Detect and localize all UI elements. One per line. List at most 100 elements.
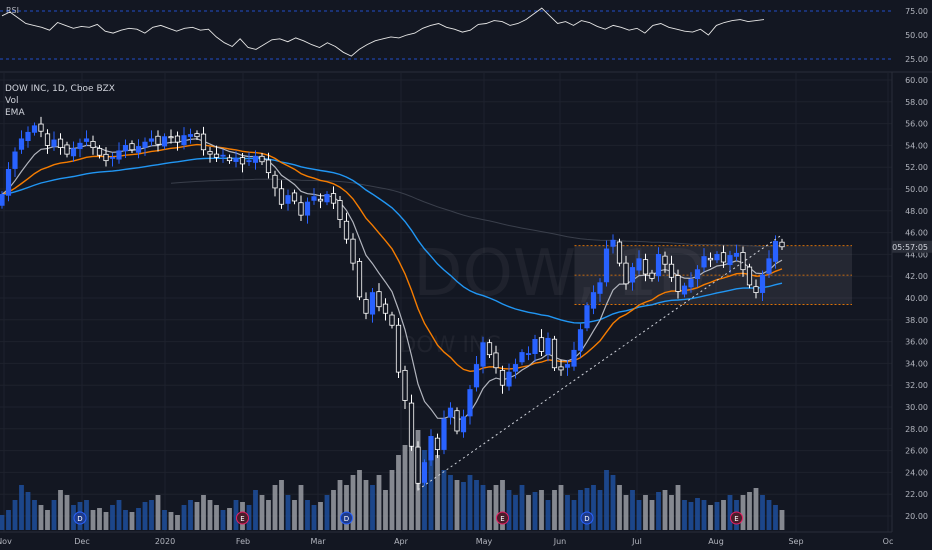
price-tick-label: 52.00 <box>905 163 928 172</box>
volume-bar <box>155 495 161 530</box>
volume-bar <box>480 485 486 530</box>
volume-bar <box>526 495 531 530</box>
price-axis[interactable]: 60.00 58.00 56.00 54.00 52.00 50.00 48.00 46.00… <box>905 76 928 521</box>
candle-body <box>746 266 753 286</box>
candle-body <box>525 353 532 355</box>
price-tick-label: 28.00 <box>905 425 928 434</box>
candle <box>759 270 766 302</box>
candle <box>558 359 564 376</box>
volume-histogram <box>0 430 785 530</box>
rsi-pane: RSI 75.00 50.00 25.00 <box>0 6 928 64</box>
earnings-marker[interactable]: E <box>236 511 249 525</box>
candle-body <box>148 138 155 142</box>
candle-body <box>174 135 181 143</box>
candle <box>129 140 135 154</box>
candle <box>116 142 122 164</box>
candle-body <box>642 259 649 275</box>
earnings-marker[interactable]: E <box>730 511 743 525</box>
volume-bar <box>129 512 135 530</box>
candle <box>220 149 226 163</box>
candle <box>714 251 720 264</box>
price-tick-label: 26.00 <box>905 447 928 456</box>
candle-body <box>727 255 733 266</box>
candle-body <box>584 305 590 329</box>
volume-bar <box>363 480 369 530</box>
candle <box>291 189 298 205</box>
candle <box>304 197 311 224</box>
candle <box>356 258 363 301</box>
candle-body <box>343 220 350 240</box>
volume-bar <box>779 510 785 530</box>
rsi-line <box>1 7 765 57</box>
candle <box>402 365 408 409</box>
candle-body <box>77 142 83 150</box>
dividend-marker[interactable]: D <box>340 511 353 525</box>
candle-body <box>636 258 642 271</box>
marker-letter: E <box>734 515 738 523</box>
legend-symbol-line[interactable]: DOW INC, 1D, Cboe BZX <box>5 84 115 94</box>
candle <box>57 133 64 155</box>
candle-body <box>454 410 460 432</box>
volume-bar <box>188 500 193 530</box>
candle-body <box>473 364 480 388</box>
dividend-marker[interactable]: D <box>580 511 594 525</box>
candle <box>226 154 233 164</box>
candle <box>460 409 467 438</box>
candle-body <box>311 196 317 201</box>
volume-bar <box>493 485 499 530</box>
candle <box>233 151 239 168</box>
candle-body <box>233 158 239 162</box>
candle <box>38 116 44 138</box>
trendline[interactable] <box>417 234 783 491</box>
candle <box>701 248 707 272</box>
volume-bar <box>617 485 622 530</box>
candle <box>142 137 148 156</box>
candle-body <box>493 352 499 369</box>
volume-bar <box>350 475 356 530</box>
candle <box>382 298 389 321</box>
candle-body <box>545 337 551 355</box>
earnings-marker[interactable]: E <box>496 511 509 525</box>
volume-bar <box>545 500 551 530</box>
candle-body <box>194 133 200 138</box>
legend-vol[interactable]: Vol <box>5 96 18 106</box>
price-tick-label: 50.00 <box>905 185 928 194</box>
candle-body <box>688 279 694 288</box>
volume-bar <box>773 505 778 530</box>
candle <box>330 186 337 210</box>
candle <box>207 146 213 163</box>
marker-circle <box>340 511 353 525</box>
candle <box>766 250 772 278</box>
volume-bar <box>259 495 265 530</box>
candle-body <box>330 193 337 204</box>
candle <box>610 234 616 254</box>
candle-body <box>129 143 135 151</box>
volume-bar <box>25 492 31 530</box>
candle-body <box>629 267 636 283</box>
volume-bar <box>64 495 70 530</box>
candle <box>642 253 649 282</box>
candle-body <box>207 151 213 155</box>
candle-body <box>181 135 187 146</box>
candle-body <box>337 200 343 220</box>
legend-ema[interactable]: EMA <box>5 108 25 118</box>
candle <box>272 170 278 197</box>
price-range-rectangle[interactable] <box>574 245 853 305</box>
volume-bar <box>305 500 310 530</box>
volume-bar <box>662 490 668 530</box>
candle <box>317 193 324 209</box>
volume-bar <box>539 490 544 530</box>
price-tick-label: 38.00 <box>905 316 928 325</box>
current-price-text: 05:57:05 <box>892 243 928 252</box>
candle <box>447 402 454 425</box>
candle-body <box>109 156 116 159</box>
time-axis[interactable]: Nov Dec 2020 Feb Mar Apr May Jun Jul Aug Sep Oc <box>0 537 893 546</box>
candle <box>12 147 18 178</box>
candle-body <box>753 286 759 293</box>
candle-body <box>168 136 174 139</box>
candle-body <box>96 148 103 156</box>
volume-bar <box>747 492 752 530</box>
dividend-marker[interactable]: D <box>73 511 87 525</box>
